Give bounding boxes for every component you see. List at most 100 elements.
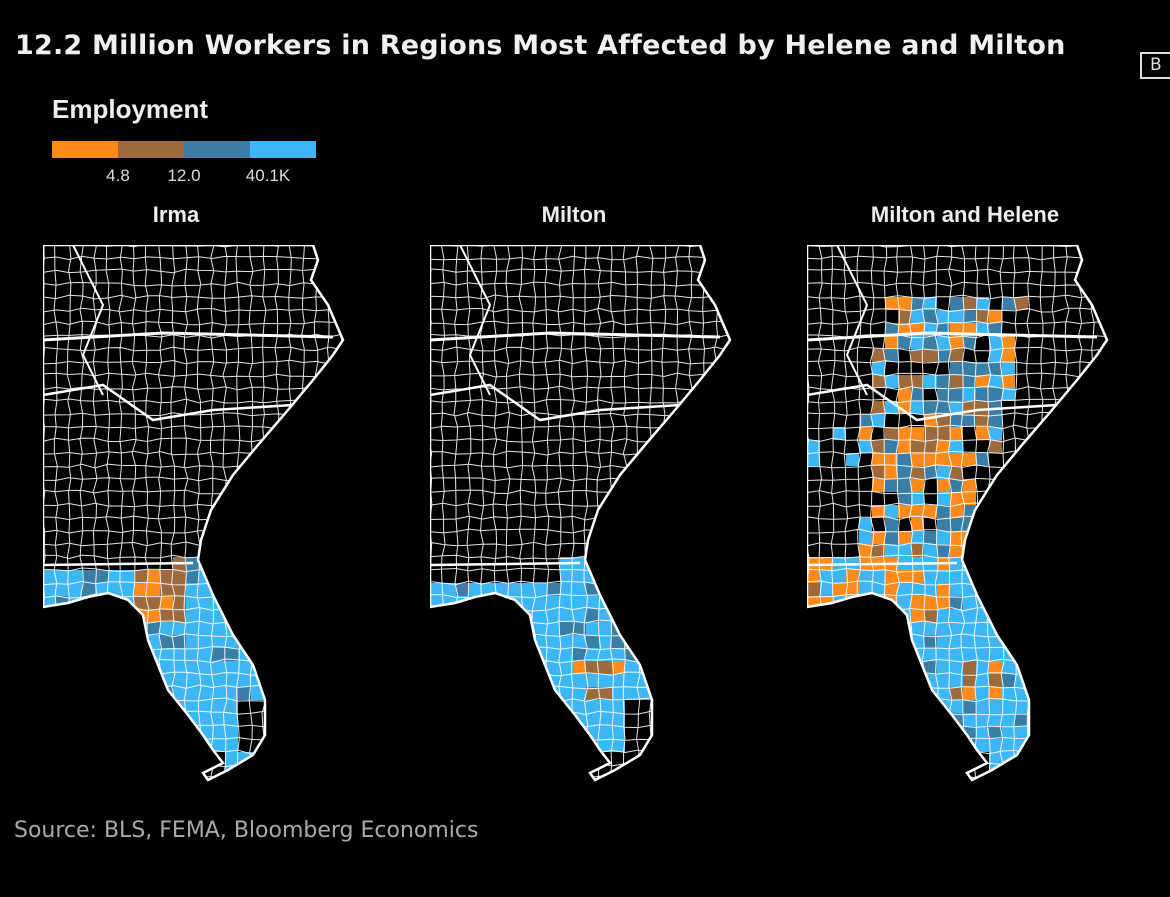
- county-cell: [937, 726, 950, 739]
- county-cell: [534, 700, 547, 713]
- county-cell: [677, 570, 690, 583]
- county-cell: [186, 700, 199, 713]
- county-cell: [703, 583, 716, 596]
- county-cell: [898, 648, 911, 661]
- county-cell: [1054, 713, 1067, 726]
- county-cell: [316, 661, 329, 674]
- county-cell: [521, 726, 534, 739]
- county-cell: [911, 596, 924, 609]
- county-cell: [430, 739, 443, 752]
- county-cell: [1002, 778, 1015, 780]
- county-cell: [963, 453, 976, 466]
- county-cell: [612, 648, 625, 661]
- county-cell: [872, 583, 885, 596]
- county-cell: [846, 713, 859, 726]
- county-cell: [924, 336, 937, 349]
- county-cell: [859, 687, 872, 700]
- county-cell: [495, 635, 508, 648]
- county-cell: [173, 726, 186, 739]
- county-cell: [547, 648, 560, 661]
- county-cell: [820, 700, 833, 713]
- state-border: [807, 383, 1058, 422]
- county-cell: [560, 622, 573, 635]
- county-cell: [225, 700, 238, 713]
- county-cell: [885, 739, 898, 752]
- state-border: [459, 245, 492, 396]
- county-cell: [898, 375, 911, 388]
- county-cell: [456, 687, 469, 700]
- county-cell: [264, 674, 277, 687]
- county-cell: [82, 609, 95, 622]
- county-cell: [69, 713, 82, 726]
- county-cell: [1041, 622, 1054, 635]
- county-cell: [924, 609, 937, 622]
- county-cell: [43, 583, 56, 596]
- source-note: Source: BLS, FEMA, Bloomberg Economics: [14, 818, 479, 843]
- county-cell: [1002, 687, 1015, 700]
- county-cell: [199, 674, 212, 687]
- county-cell: [963, 596, 976, 609]
- county-cell: [820, 661, 833, 674]
- county-cell: [872, 674, 885, 687]
- county-cell: [225, 726, 238, 739]
- county-cell: [833, 648, 846, 661]
- county-cell: [199, 661, 212, 674]
- county-cell: [924, 648, 937, 661]
- county-cell: [186, 687, 199, 700]
- county-cell: [937, 570, 950, 583]
- legend-tick: 4.8: [106, 166, 130, 185]
- county-cell: [1002, 336, 1015, 349]
- county-cell: [651, 648, 664, 661]
- county-cell: [677, 557, 690, 570]
- county-cell: [664, 622, 677, 635]
- county-cell: [1067, 713, 1080, 726]
- county-cell: [885, 297, 898, 310]
- county-cell: [290, 596, 303, 609]
- county-cell: [43, 726, 56, 739]
- county-cell: [212, 648, 225, 661]
- chart-title: 12.2 Million Workers in Regions Most Aff…: [15, 30, 1066, 61]
- county-cell: [238, 596, 251, 609]
- county-cell: [1041, 739, 1054, 752]
- county-cell: [989, 752, 1002, 765]
- county-cell: [989, 401, 1002, 414]
- county-cell: [69, 635, 82, 648]
- county-cell: [677, 609, 690, 622]
- county-cell: [729, 635, 730, 648]
- county-cell: [1041, 726, 1054, 739]
- county-cell: [134, 570, 147, 583]
- county-cell: [820, 739, 833, 752]
- county-cell: [225, 687, 238, 700]
- county-cell: [316, 687, 329, 700]
- county-cell: [989, 609, 1002, 622]
- county-cell: [677, 661, 690, 674]
- county-cell: [329, 609, 342, 622]
- county-cell: [43, 622, 56, 635]
- county-cell: [976, 739, 989, 752]
- county-cell: [469, 713, 482, 726]
- county-cell: [82, 648, 95, 661]
- county-cell: [1106, 622, 1107, 635]
- county-cell: [547, 596, 560, 609]
- county-cell: [963, 388, 976, 401]
- county-cell: [599, 713, 612, 726]
- county-cell: [989, 661, 1002, 674]
- county-cell: [277, 661, 290, 674]
- legend-swatch-3: [184, 141, 250, 158]
- county-cell: [1080, 596, 1093, 609]
- county-cell: [846, 453, 859, 466]
- county-cell: [885, 518, 898, 531]
- county-cell: [160, 570, 173, 583]
- county-cell: [495, 687, 508, 700]
- county-cell: [911, 388, 924, 401]
- county-cell: [989, 349, 1002, 362]
- county-cell: [911, 505, 924, 518]
- county-cell: [1002, 570, 1015, 583]
- county-cell: [1041, 700, 1054, 713]
- county-cell: [69, 726, 82, 739]
- county-cell: [1106, 713, 1107, 726]
- county-cell: [1028, 609, 1041, 622]
- county-cell: [690, 609, 703, 622]
- county-cell: [924, 700, 937, 713]
- county-cell: [950, 570, 963, 583]
